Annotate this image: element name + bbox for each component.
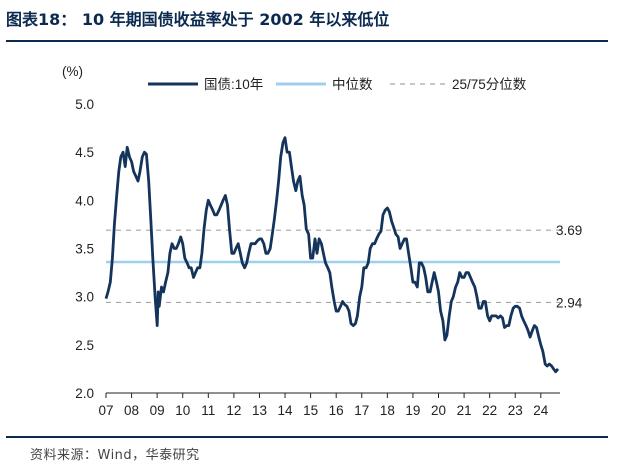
legend-median-label: 中位数 <box>332 77 373 92</box>
legend-quartile-label: 25/75分位数 <box>452 77 527 92</box>
x-tick-label: 24 <box>533 403 549 418</box>
title-rule <box>6 40 608 42</box>
x-tick-label: 07 <box>98 403 113 418</box>
source-note: 资料来源：Wind，华泰研究 <box>30 448 200 463</box>
y-tick-label: 4.5 <box>75 145 94 160</box>
y-tick-label: 3.5 <box>75 242 94 257</box>
reference-lines <box>106 229 560 304</box>
x-tick-label: 16 <box>329 403 344 418</box>
quartile-value-label: 3.69 <box>556 223 582 238</box>
x-tick-label: 20 <box>431 403 446 418</box>
x-tick-label: 21 <box>457 403 472 418</box>
x-tick-label: 13 <box>252 403 267 418</box>
x-tick-label: 18 <box>380 403 395 418</box>
series-line-10y-yield <box>104 136 560 374</box>
x-tick-label: 19 <box>405 403 420 418</box>
quartile-value-label: 2.94 <box>556 295 583 310</box>
bottom-rule <box>6 436 608 438</box>
x-tick-label: 23 <box>508 403 523 418</box>
x-tick-label: 10 <box>175 403 190 418</box>
figure-title: 图表18： 10 年期国债收益率处于 2002 年以来低位 <box>6 10 390 29</box>
y-axis-label: (%) <box>62 64 83 79</box>
x-tick-label: 17 <box>354 403 369 418</box>
x-tick-label: 11 <box>201 403 215 418</box>
x-tick-label: 12 <box>226 403 241 418</box>
x-axis: 07 08 09 10 11 12 13 14 15 16 17 18 19 20 21 22 23 24 <box>98 392 560 418</box>
x-tick-label: 08 <box>124 403 139 418</box>
x-tick-label: 14 <box>278 403 294 418</box>
y-tick-label: 2.0 <box>75 386 94 401</box>
x-tick-label: 22 <box>482 403 497 418</box>
y-tick-label: 5.0 <box>75 97 94 112</box>
x-tick-label: 15 <box>303 403 318 418</box>
legend-series-label: 国债:10年 <box>204 77 263 92</box>
x-tick-label: 09 <box>150 403 165 418</box>
y-tick-label: 2.5 <box>75 338 94 353</box>
reference-annotations: 3.69 2.94 <box>556 223 583 310</box>
y-axis-ticks: 5.0 4.5 4.0 3.5 3.0 2.5 2.0 <box>75 97 94 401</box>
y-tick-label: 3.0 <box>75 290 94 305</box>
y-tick-label: 4.0 <box>75 193 94 208</box>
